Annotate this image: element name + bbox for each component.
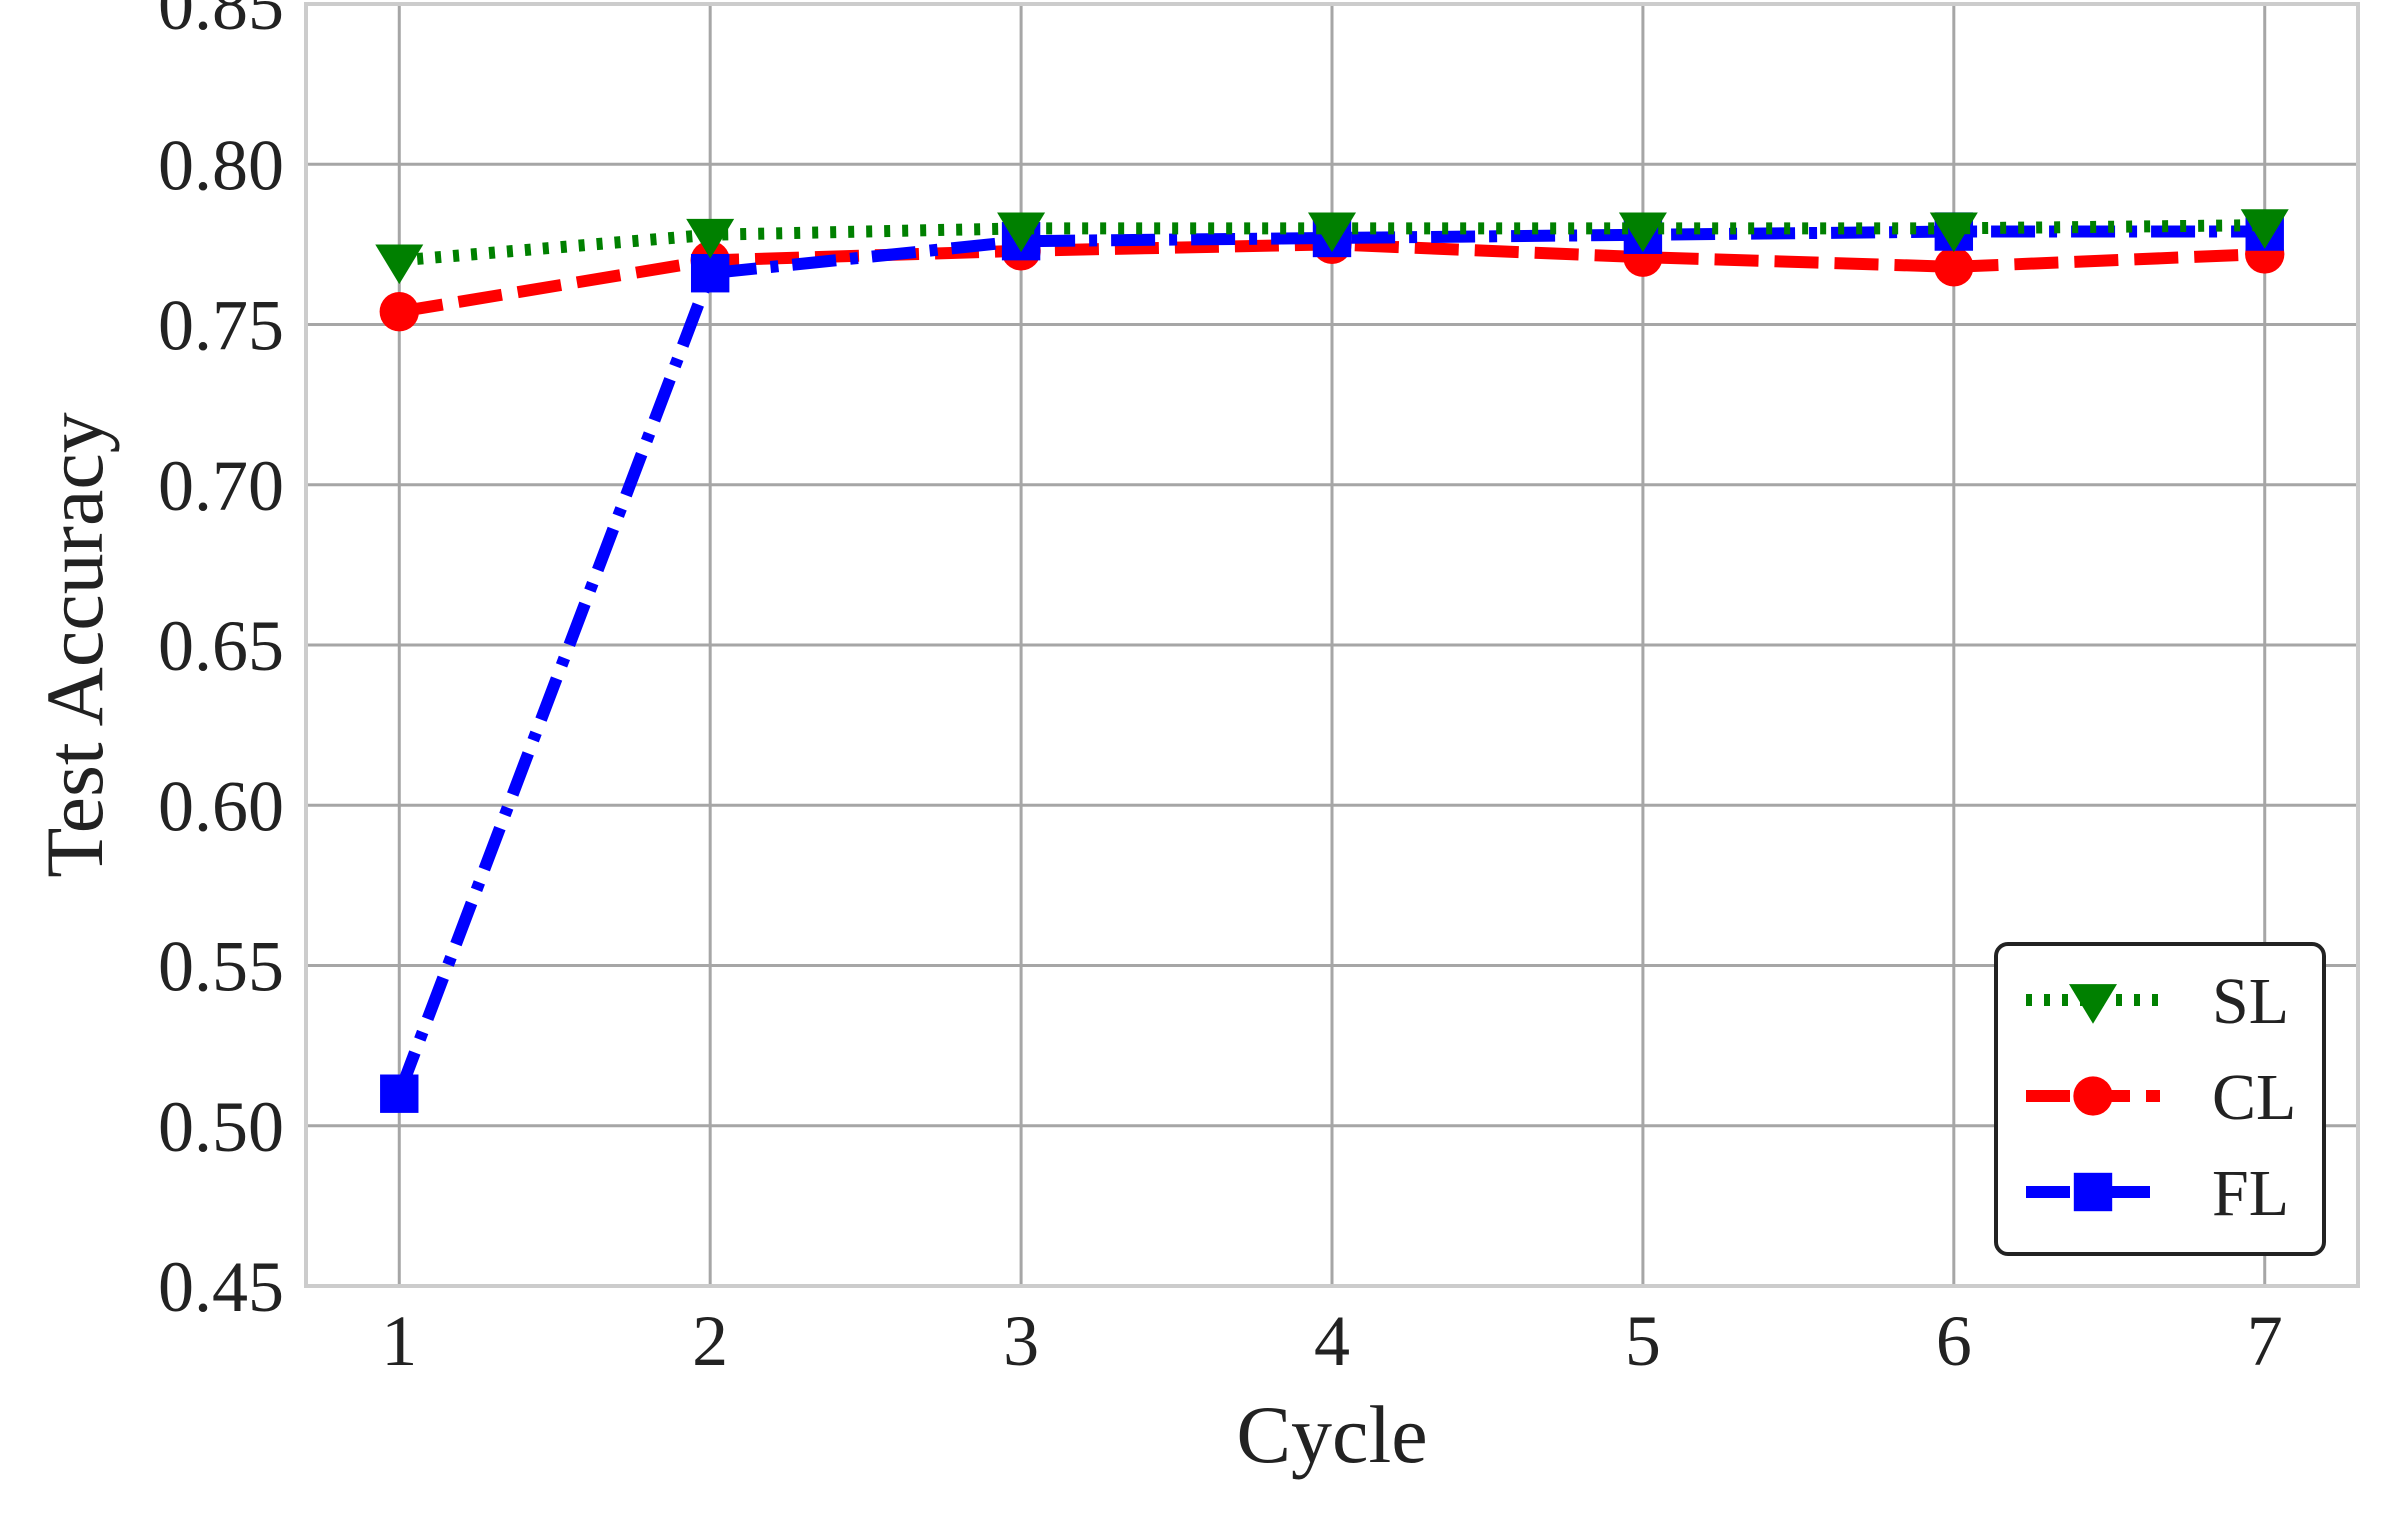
legend: SL CL FL xyxy=(1994,942,2326,1256)
plot-frame xyxy=(304,2,2360,1288)
data-point-sl xyxy=(997,212,1046,253)
x-axis-title: Cycle xyxy=(1236,1389,1427,1480)
data-point-sl xyxy=(1929,212,1978,253)
x-tick-label: 3 xyxy=(1003,1301,1039,1381)
legend-item-cl: CL xyxy=(2026,1061,2296,1134)
data-point-cl xyxy=(1934,247,1974,287)
series-group xyxy=(375,209,2289,1113)
y-tick-label: 0.45 xyxy=(158,1247,284,1327)
x-tick-label: 6 xyxy=(1936,1301,1972,1381)
y-tick-label: 0.85 xyxy=(158,0,284,45)
legend-item-fl: FL xyxy=(2026,1157,2289,1230)
data-point-sl xyxy=(1308,212,1356,253)
y-tick-label: 0.60 xyxy=(158,766,284,846)
y-tick-label: 0.75 xyxy=(158,286,284,366)
data-point-fl xyxy=(690,254,730,293)
data-point-sl xyxy=(375,244,424,285)
legend-marker xyxy=(2073,1172,2113,1212)
legend-marker xyxy=(2073,1076,2113,1116)
y-tick-label: 0.65 xyxy=(158,606,284,686)
data-point-cl xyxy=(379,292,419,332)
x-tick-label: 4 xyxy=(1314,1301,1350,1381)
tick-labels: 1 2 3 4 5 6 7 0.45 0.50 0.55 0.60 0.65 0.70 0.75 0.80 0… xyxy=(158,0,2283,1381)
y-tick-label: 0.55 xyxy=(158,927,284,1007)
legend-label: FL xyxy=(2212,1157,2289,1230)
x-tick-label: 7 xyxy=(2247,1301,2283,1381)
x-tick-label: 5 xyxy=(1625,1301,1661,1381)
legend-label: SL xyxy=(2212,965,2289,1038)
legend-marker xyxy=(2069,984,2117,1024)
legend-item-sl: SL xyxy=(2026,965,2289,1038)
y-tick-label: 0.70 xyxy=(158,446,284,526)
legend-label: CL xyxy=(2212,1061,2296,1134)
series-sl xyxy=(375,209,2289,285)
data-point-sl xyxy=(686,218,735,259)
data-point-sl xyxy=(2240,209,2289,249)
x-tick-label: 1 xyxy=(381,1301,417,1381)
y-tick-label: 0.50 xyxy=(158,1087,284,1167)
y-axis-title: Test Accuracy xyxy=(29,412,120,878)
y-tick-label: 0.80 xyxy=(158,125,284,205)
data-point-sl xyxy=(1618,212,1667,253)
x-tick-label: 2 xyxy=(692,1301,728,1381)
data-point-fl xyxy=(380,1074,419,1113)
